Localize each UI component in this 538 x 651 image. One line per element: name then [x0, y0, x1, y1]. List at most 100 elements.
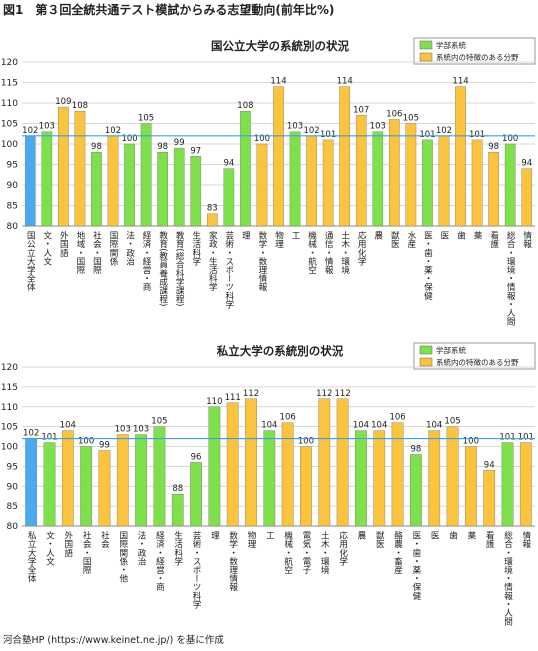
- x-tick-label: 国公立大学全体: [25, 231, 35, 293]
- bar: [521, 168, 533, 227]
- value-label: 98: [91, 142, 102, 152]
- x-tick-label: 応用化学: [338, 530, 348, 566]
- value-label: 105: [138, 114, 154, 124]
- y-tick-label: 120: [1, 58, 18, 68]
- y-tick-label: 90: [7, 482, 19, 492]
- legend-label: 系統内の特徴のある分野: [436, 52, 519, 62]
- value-label: 114: [337, 77, 353, 87]
- bar: [389, 119, 400, 227]
- x-tick-label: 法・政治: [125, 230, 135, 267]
- x-tick-label: 総合・環境・情報・人間: [503, 530, 513, 627]
- x-tick-label: 経済・経営・商: [154, 530, 164, 593]
- value-label: 102: [22, 126, 38, 136]
- x-tick-label: 経済・経営・商: [141, 230, 151, 293]
- bar: [74, 110, 86, 227]
- bar: [116, 434, 129, 527]
- bar: [91, 151, 102, 227]
- x-tick-label: 物理: [274, 230, 284, 249]
- x-tick-label: 看護: [489, 231, 499, 250]
- y-tick-label: 105: [1, 423, 18, 433]
- x-tick-label: 社会・国際: [81, 530, 91, 575]
- bar: [43, 442, 56, 527]
- bar: [373, 430, 386, 527]
- x-tick-label: 芸術・スポーツ科学: [191, 530, 201, 609]
- value-label: 100: [298, 437, 314, 447]
- x-tick-label: 家政・生活科学: [207, 230, 217, 292]
- bar: [422, 139, 433, 227]
- legend-swatch: [419, 52, 433, 62]
- value-label: 104: [353, 421, 369, 431]
- bar: [206, 213, 218, 227]
- value-label: 114: [270, 77, 286, 87]
- x-tick-label: 国際関係・他: [118, 531, 128, 584]
- value-label: 112: [335, 389, 351, 399]
- bar: [190, 462, 202, 527]
- y-tick-label: 95: [7, 462, 18, 472]
- value-label: 100: [78, 437, 94, 447]
- y-tick-label: 80: [7, 222, 19, 232]
- bar: [488, 151, 499, 227]
- figure-title: 図1 第３回全統共通テスト模試からみる志望動向(前年比%): [3, 2, 334, 17]
- x-tick-label: 社会・国際: [91, 230, 101, 275]
- value-label: 83: [207, 204, 218, 214]
- y-tick-label: 115: [1, 383, 18, 393]
- value-label: 105: [403, 114, 419, 124]
- x-tick-label: 医: [439, 231, 449, 240]
- x-tick-label: 物理: [246, 530, 256, 549]
- bar: [372, 131, 384, 227]
- value-label: 88: [172, 484, 183, 494]
- x-tick-label: 応用化学: [356, 230, 366, 266]
- value-label: 103: [39, 122, 55, 132]
- legend-label: 系統内の特徴のある分野: [436, 357, 519, 367]
- bar: [483, 470, 496, 527]
- bar: [455, 86, 466, 227]
- x-tick-label: 地域・国際: [75, 230, 85, 275]
- bar: [391, 422, 404, 527]
- bar: [471, 139, 483, 227]
- chart-title: 私立大学の系統別の状況: [217, 344, 344, 358]
- value-label: 103: [370, 122, 386, 132]
- value-label: 106: [386, 109, 402, 119]
- y-tick-label: 100: [1, 140, 18, 150]
- value-label: 102: [105, 126, 121, 136]
- y-tick-label: 115: [1, 79, 18, 89]
- x-tick-label: 文・人文: [44, 530, 54, 567]
- bar: [140, 123, 152, 227]
- value-label: 103: [133, 425, 149, 435]
- bar: [322, 139, 334, 227]
- x-tick-label: 情報: [521, 530, 531, 550]
- value-label: 104: [60, 421, 76, 431]
- value-label: 101: [320, 130, 336, 140]
- bar: [58, 106, 69, 227]
- value-label: 101: [41, 433, 57, 443]
- value-label: 105: [151, 417, 167, 427]
- bar: [226, 402, 239, 527]
- legend-swatch: [419, 345, 433, 355]
- bar: [171, 494, 184, 527]
- value-label: 102: [23, 429, 39, 439]
- bar: [263, 430, 276, 527]
- x-tick-label: 国際関係: [108, 231, 118, 267]
- bar: [519, 442, 532, 527]
- x-tick-label: 生活科学: [173, 530, 183, 566]
- y-tick-label: 85: [7, 502, 18, 512]
- value-label: 97: [190, 146, 201, 156]
- bar: [135, 434, 147, 527]
- bar: [405, 123, 417, 227]
- x-tick-label: 歯: [448, 530, 458, 541]
- bar: [355, 115, 367, 227]
- bar: [124, 143, 135, 227]
- y-tick-label: 85: [7, 202, 18, 212]
- x-tick-label: 文・人文: [42, 230, 52, 267]
- value-label: 94: [223, 159, 234, 169]
- y-tick-label: 90: [7, 181, 19, 191]
- value-label: 94: [484, 460, 495, 470]
- x-tick-label: 農: [373, 230, 383, 241]
- value-label: 100: [463, 437, 479, 447]
- value-label: 100: [121, 134, 137, 144]
- bar: [173, 147, 185, 227]
- x-tick-label: 数学・数理情報: [257, 230, 267, 293]
- y-tick-label: 110: [1, 99, 18, 109]
- x-tick-label: 総合・環境・情報・人間: [505, 230, 515, 327]
- x-tick-label: 法・政治: [136, 530, 146, 567]
